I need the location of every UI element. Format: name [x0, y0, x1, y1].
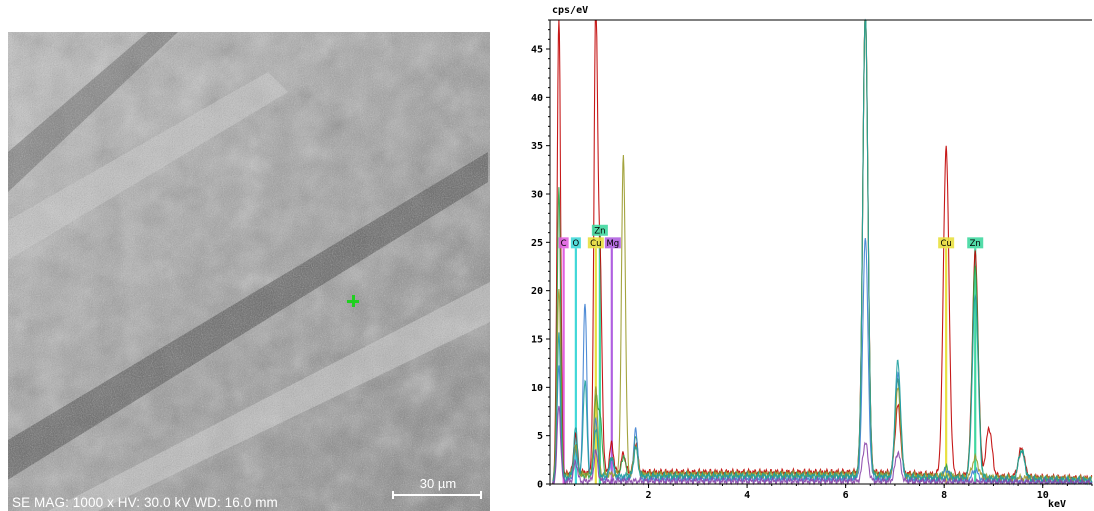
x-tick-label-4: 4: [744, 490, 750, 501]
series-line-4: [552, 18, 1093, 486]
element-label-c: C: [561, 239, 567, 249]
sem-micrograph: 30 µm SE MAG: 1000 x HV: 30.0 kV WD: 16.…: [8, 32, 490, 511]
element-label-o: O: [573, 239, 580, 249]
y-tick-label-20: 20: [531, 286, 543, 297]
series-line-2: [552, 238, 1093, 486]
scale-bar-label: 30 µm: [419, 476, 457, 491]
series-line-1: [552, 19, 1093, 485]
y-tick-label-25: 25: [531, 238, 543, 249]
y-tick-label-40: 40: [531, 93, 543, 104]
x-tick-label-2: 2: [646, 490, 652, 501]
element-badge-bg-cu: [587, 237, 604, 249]
y-tick-label-15: 15: [531, 335, 543, 346]
y-tick-label-45: 45: [531, 45, 543, 56]
element-label-zn: Zn: [970, 239, 981, 249]
element-label-mg: Mg: [606, 239, 619, 249]
x-tick-label-10: 10: [1037, 490, 1049, 501]
element-badge-bg-zn: [591, 224, 608, 236]
y-tick-label-35: 35: [531, 141, 543, 152]
element-badge-bg-o: [570, 237, 581, 249]
element-badge-bg-zn: [967, 237, 984, 249]
y-tick-label-0: 0: [537, 480, 543, 491]
element-label-cu: Cu: [940, 239, 951, 249]
x-tick-label-8: 8: [941, 490, 947, 501]
element-badge-bg-c: [558, 237, 569, 249]
sem-info-bar: SE MAG: 1000 x HV: 30.0 kV WD: 16.0 mm: [12, 495, 278, 510]
element-badge-bg-mg: [604, 237, 621, 249]
series-line-3: [552, 19, 1093, 485]
y-tick-label-10: 10: [531, 383, 543, 394]
series-line-5: [552, 405, 1093, 486]
series-line-0: [551, 19, 1093, 485]
eds-spectrum: cps/eV keV 0 5 10 15 20 25 30 35 40 45 2 4 6 8 10 C O Zn C…: [500, 0, 1094, 511]
element-badge-bg-cu: [938, 237, 955, 249]
element-label-cu: Cu: [590, 239, 601, 249]
scale-bar: [392, 491, 482, 499]
y-tick-label-30: 30: [531, 190, 543, 201]
spot-marker-icon: [347, 295, 359, 307]
x-axis-label: keV: [1048, 499, 1067, 510]
x-tick-label-6: 6: [843, 490, 849, 501]
y-axis-label: cps/eV: [552, 5, 589, 16]
element-label-zn: Zn: [594, 226, 605, 236]
spectrum-plot: 0 5 10 15 20 25 30 35 40 45 2 4 6 8 10 C O Zn Cu Mg Cu Zn: [531, 18, 1093, 501]
sem-texture: [8, 32, 490, 511]
y-tick-label-5: 5: [537, 431, 543, 442]
